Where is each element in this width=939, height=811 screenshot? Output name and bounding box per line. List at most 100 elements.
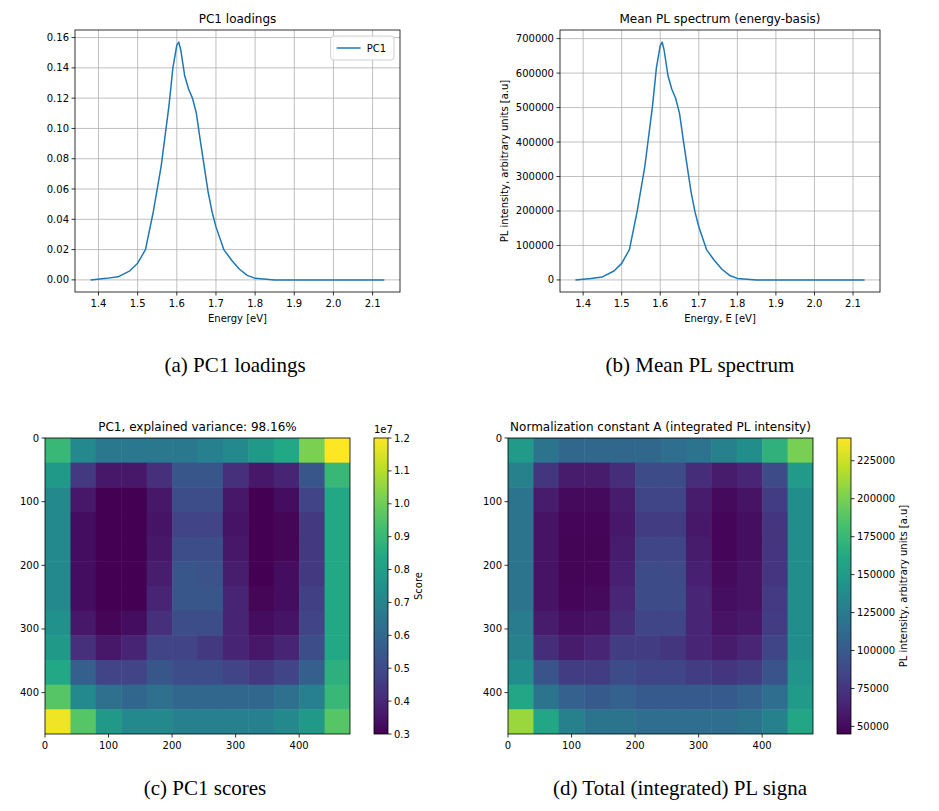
tick-label: 0 (42, 740, 48, 751)
heatmap-cell (248, 561, 274, 586)
heatmap-cell (762, 611, 788, 636)
heatmap-cell (299, 685, 325, 710)
heatmap-cell (788, 438, 813, 463)
colorbar (837, 438, 851, 734)
heatmap-cell (96, 537, 122, 562)
tick-label: 100 (562, 740, 581, 751)
heatmap-cell (584, 709, 610, 734)
chart-title: PC1 loadings (199, 12, 277, 26)
grid-line (853, 30, 854, 292)
tick-label: 100 (483, 496, 502, 507)
heatmap-cell (248, 438, 274, 463)
heatmap-cell (762, 512, 788, 537)
heatmap-cell (223, 438, 249, 463)
heatmap-cell (274, 685, 300, 710)
tick-mark (571, 734, 572, 738)
heatmap-cell (121, 537, 147, 562)
tick-mark (505, 628, 509, 629)
colorbar-tick (388, 734, 392, 735)
heatmap-cell (70, 660, 96, 685)
heatmap-cell (686, 438, 712, 463)
tick-label: 1.7 (208, 298, 224, 309)
grid-line (372, 30, 373, 292)
tick-mark (853, 292, 854, 296)
heatmap-cell (559, 512, 585, 537)
heatmap-cell (299, 611, 325, 636)
heatmap-cell (584, 561, 610, 586)
heatmap-cell (737, 561, 763, 586)
heatmap-cell (533, 709, 559, 734)
heatmap-cell (45, 537, 71, 562)
legend-swatch (337, 47, 361, 49)
heatmap-cell (45, 438, 71, 463)
heatmap-cell (325, 487, 350, 512)
heatmap-cell (686, 463, 712, 488)
heatmap-cell (45, 660, 71, 685)
heatmap-cell (533, 487, 559, 512)
heatmap-cell (737, 709, 763, 734)
heatmap-cell (661, 586, 687, 611)
plot-area (91, 42, 385, 280)
tick-mark (108, 734, 109, 738)
grid-line (560, 73, 880, 74)
heatmap-cell (635, 635, 661, 660)
legend-label: PC1 (367, 43, 386, 54)
heatmap-cell (325, 635, 350, 660)
heatmap-cell (96, 438, 122, 463)
tick-mark (172, 734, 173, 738)
heatmap-cell (223, 487, 249, 512)
plot-frame (45, 438, 350, 734)
caption: (b) Mean PL spectrum (606, 353, 795, 377)
grid-line (560, 142, 880, 143)
colorbar-tick (851, 650, 855, 651)
heatmap-cell (610, 537, 636, 562)
heatmap-cell (198, 709, 224, 734)
heatmap-cell (533, 512, 559, 537)
heatmap-cell (172, 660, 198, 685)
tick-mark (505, 438, 509, 439)
heatmap-cell (661, 685, 687, 710)
heatmap-cell (686, 561, 712, 586)
heatmap-cell (172, 709, 198, 734)
grid-line (660, 30, 661, 292)
heatmap-cell (325, 463, 350, 488)
heatmap-cell (584, 586, 610, 611)
tick-label: 300 (689, 740, 708, 751)
colorbar-tick (388, 668, 392, 669)
heatmap-cell (686, 537, 712, 562)
heatmap-cell (533, 537, 559, 562)
tick-mark (72, 128, 76, 129)
tick-label: 700000 (516, 33, 554, 44)
heatmap-cell (610, 586, 636, 611)
heatmap-cell (635, 685, 661, 710)
heatmap-cell (274, 537, 300, 562)
heatmap-cell (610, 685, 636, 710)
heatmap-cell (788, 512, 813, 537)
heatmap-cell (96, 512, 122, 537)
heatmap-cell (248, 512, 274, 537)
heatmap-cell (737, 487, 763, 512)
colorbar-tick-label: 0.8 (394, 564, 410, 575)
line-panel: 1.41.51.61.71.81.92.02.10.000.020.040.06… (47, 12, 400, 377)
heatmap-cell (223, 537, 249, 562)
heatmap-cell (299, 438, 325, 463)
tick-label: 0 (496, 433, 502, 444)
colorbar-tick-label: 225000 (857, 455, 895, 466)
heatmap-cell (299, 512, 325, 537)
tick-mark (72, 279, 76, 280)
tick-label: 1.8 (729, 298, 745, 309)
heatmap-cell (70, 586, 96, 611)
heatmap-cell (274, 635, 300, 660)
heatmap-cell (635, 438, 661, 463)
heatmap-cell (147, 660, 173, 685)
heatmap-cell (198, 586, 224, 611)
grid-line (560, 245, 880, 246)
heatmap-cell (533, 685, 559, 710)
heatmap-cell (559, 709, 585, 734)
heatmap-cell (661, 635, 687, 660)
heatmap-cell (711, 438, 737, 463)
tick-mark (557, 210, 561, 211)
heatmap-cell (788, 635, 813, 660)
tick-label: 1.6 (652, 298, 668, 309)
heatmap-cell (661, 709, 687, 734)
